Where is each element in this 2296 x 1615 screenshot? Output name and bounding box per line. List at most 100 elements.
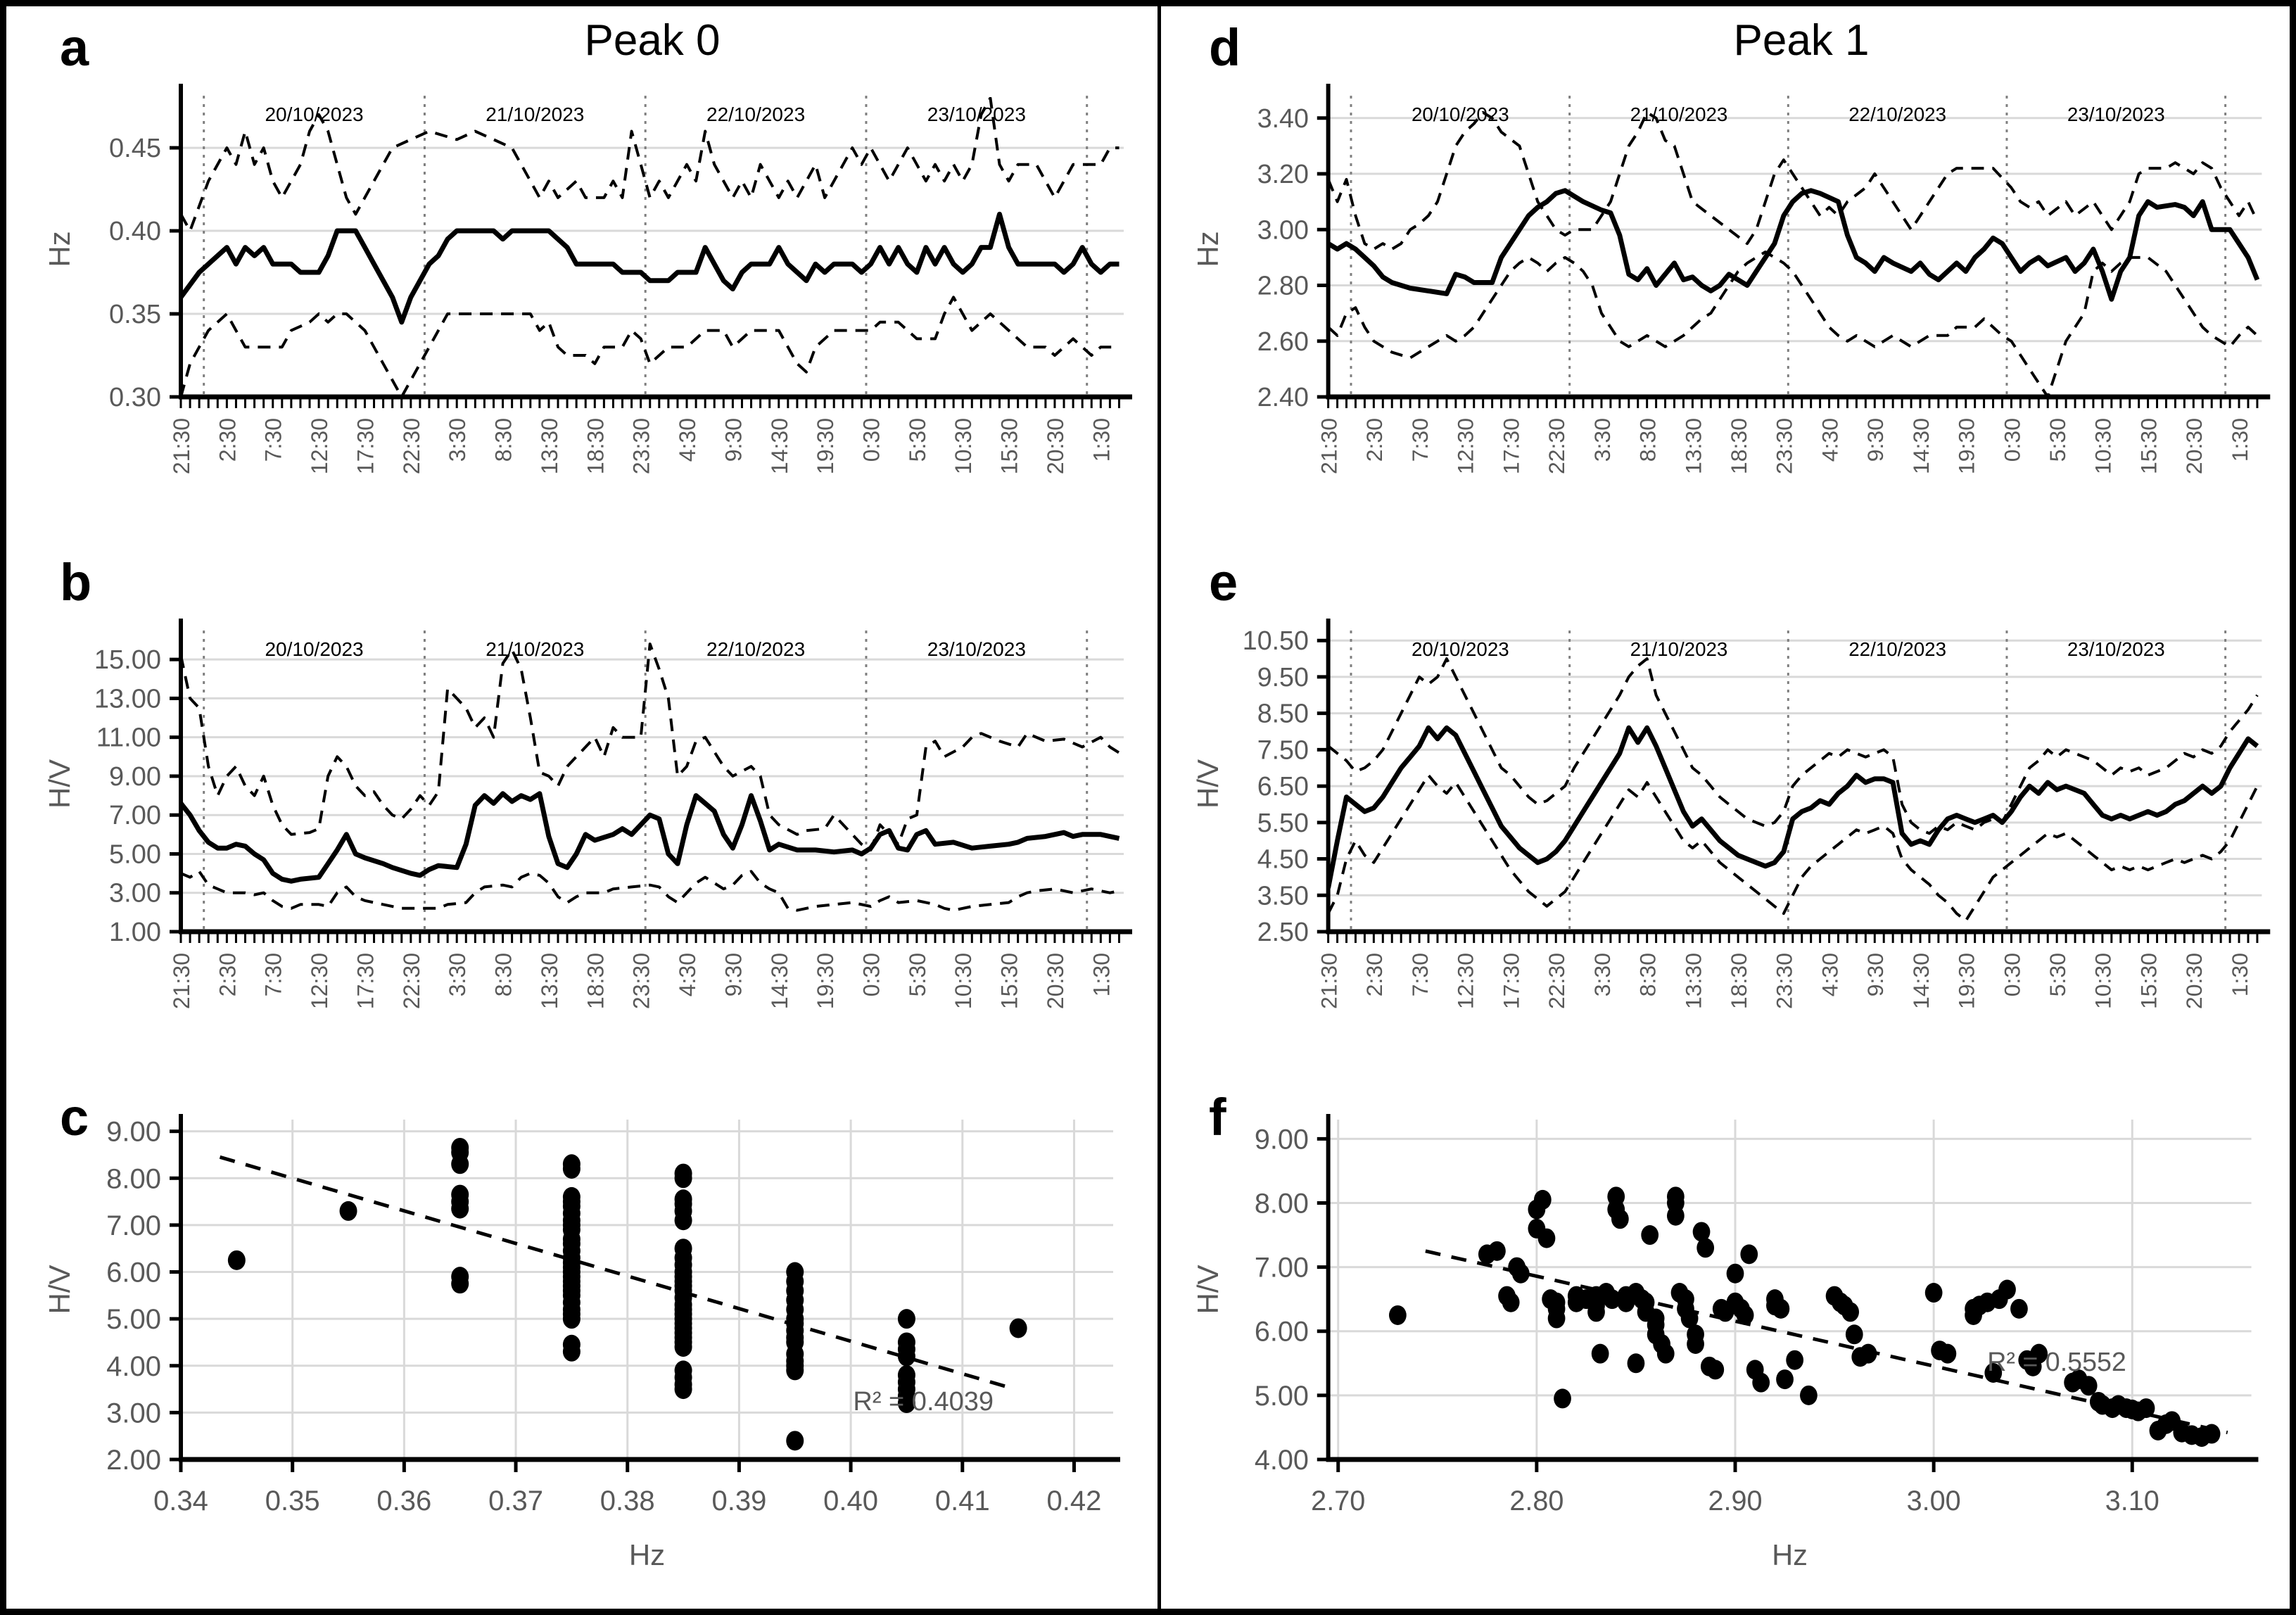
series-upper-bound (1328, 657, 2259, 835)
data-point (339, 1201, 357, 1221)
x-tick-label: 23:30 (629, 418, 654, 474)
x-tick-label: 15:30 (2136, 418, 2162, 474)
panel-letter-d: d (1209, 18, 1241, 77)
y-tick-label: 7.00 (109, 801, 161, 830)
data-point (1591, 1343, 1609, 1364)
x-tick-label: 8:30 (1635, 953, 1661, 996)
date-label: 22/10/2023 (1848, 103, 1946, 125)
x-tick-label: 17:30 (1499, 418, 1524, 474)
panel-e-chart: 20/10/2023 21/10/2023 22/10/2023 23/10/2023… (1191, 619, 2271, 1009)
y-tick-label: 3.20 (1257, 160, 1309, 189)
x-tick-label: 0.38 (600, 1486, 655, 1516)
date-label: 22/10/2023 (706, 103, 805, 125)
data-point (2010, 1298, 2028, 1319)
x-tick-label: 8:30 (491, 953, 516, 996)
data-point (1554, 1388, 1571, 1409)
x-tick-label: 19:30 (813, 418, 838, 474)
data-point (1726, 1263, 1744, 1284)
x-tick-label: 8:30 (491, 418, 516, 462)
x-tick-label: 22:30 (399, 418, 424, 474)
panel-title-peak1: Peak 1 (1733, 16, 1870, 65)
x-tick-label: 3:30 (1590, 953, 1615, 996)
data-point (1388, 1305, 1407, 1325)
data-point (1537, 1228, 1556, 1248)
panel-a-chart: 20/10/2023 21/10/2023 22/10/2023 23/10/2023… (43, 84, 1132, 474)
x-tick-label: 2:30 (215, 953, 240, 996)
x-tick-label: 17:30 (353, 953, 378, 1009)
data-point (1841, 1302, 1860, 1322)
data-point (1687, 1334, 1704, 1354)
x-tick-label: 7:30 (1407, 418, 1433, 462)
data-point (451, 1267, 469, 1287)
series-lower-bound (1328, 773, 2259, 923)
y-tick-label: 5.50 (1257, 809, 1309, 838)
x-tick-label: 4:30 (675, 953, 700, 996)
panel-d-chart: 20/10/2023 21/10/2023 22/10/2023 23/10/2023… (1191, 84, 2271, 474)
data-point (1736, 1305, 1754, 1325)
y-tick-label: 8.00 (1255, 1188, 1309, 1219)
data-point (562, 1154, 581, 1174)
x-tick-label: 19:30 (813, 953, 838, 1009)
y-axis-title: Hz (43, 231, 76, 267)
x-tick-label: 13:30 (537, 953, 562, 1009)
data-point (1845, 1324, 1863, 1345)
series-median (181, 791, 1120, 884)
x-tick-label: 9:30 (721, 418, 746, 462)
data-point (562, 1334, 581, 1355)
series-group (181, 642, 1120, 912)
y-axis-title: H/V (43, 759, 76, 809)
data-point (674, 1239, 692, 1259)
series-upper-bound (181, 642, 1120, 851)
panel-f-chart: R² = 0.5552 4.00 5.00 6.00 7.00 8.00 9.00 2.70 2… (1191, 1114, 2259, 1571)
series-lower-bound (1328, 251, 2259, 398)
data-point (451, 1184, 469, 1205)
x-tick-label: 2:30 (1362, 418, 1387, 462)
data-point (897, 1309, 915, 1329)
y-tick-label: 4.00 (1255, 1445, 1309, 1476)
panel-a: a Peak 0 20/10/2023 21/10/2023 22/10/2023 2… (12, 6, 1152, 541)
series-lower-bound (181, 296, 1120, 398)
x-tick-label: 8:30 (1635, 418, 1661, 462)
x-tick-label: 4:30 (1818, 418, 1843, 462)
data-point (674, 1360, 692, 1381)
data-point (562, 1186, 581, 1207)
data-point (451, 1137, 469, 1158)
x-tick-label: 19:30 (1954, 953, 1979, 1009)
x-tick-label: 22:30 (1544, 953, 1569, 1009)
x-tick-label: 3:30 (1590, 418, 1615, 462)
data-point (1939, 1343, 1957, 1364)
data-point (1706, 1360, 1725, 1380)
x-tick-label: 23:30 (1772, 953, 1797, 1009)
x-tick-label: 18:30 (583, 418, 608, 474)
date-label: 23/10/2023 (2067, 638, 2165, 660)
y-tick-label: 6.00 (106, 1258, 161, 1288)
x-tick-label: 17:30 (1499, 953, 1524, 1009)
x-tick-label: 4:30 (675, 418, 700, 462)
x-tick-label: 2:30 (215, 418, 240, 462)
x-tick-label: 21:30 (1317, 418, 1342, 474)
y-tick-label: 15.00 (94, 645, 161, 675)
x-tick-label: 0.39 (711, 1486, 766, 1516)
y-tick-label: 2.60 (1257, 327, 1309, 357)
y-tick-label: 3.00 (109, 879, 161, 908)
x-tick-label: 1:30 (1089, 418, 1114, 462)
x-tick-label: 18:30 (1726, 953, 1751, 1009)
data-point (1984, 1362, 2003, 1383)
series-lower-bound (181, 870, 1120, 912)
series-group (181, 97, 1120, 398)
data-point (1800, 1385, 1818, 1405)
panel-b-chart: 20/10/2023 21/10/2023 22/10/2023 23/10/2023… (43, 619, 1132, 1009)
x-axis-title: Hz (629, 1538, 665, 1571)
data-point (1924, 1283, 1943, 1303)
x-tick-label: 13:30 (1680, 953, 1706, 1009)
data-point (1656, 1343, 1675, 1364)
panel-f: f R² = 0.5552 4.00 5.00 6.00 7.00 8.00 9.00 2.7… (1161, 1076, 2290, 1609)
data-point (897, 1365, 915, 1386)
x-tick-label: 15:30 (2136, 953, 2162, 1009)
panel-letter-e: e (1209, 553, 1238, 612)
y-axis-title: H/V (43, 1265, 76, 1314)
data-point (786, 1431, 804, 1451)
panel-letter-f: f (1209, 1088, 1226, 1146)
x-tick-label: 23:30 (629, 953, 654, 1009)
x-tick-label: 3:30 (445, 953, 470, 996)
